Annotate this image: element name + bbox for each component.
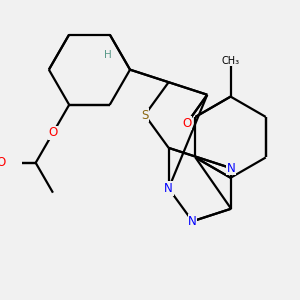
Text: S: S — [141, 109, 148, 122]
Text: CH₃: CH₃ — [221, 56, 240, 66]
Text: N: N — [164, 182, 173, 195]
Text: N: N — [188, 215, 197, 228]
Text: O: O — [48, 126, 58, 140]
Text: O: O — [0, 156, 6, 169]
Text: H: H — [104, 50, 112, 61]
Text: O: O — [182, 117, 192, 130]
Text: N: N — [227, 162, 236, 175]
